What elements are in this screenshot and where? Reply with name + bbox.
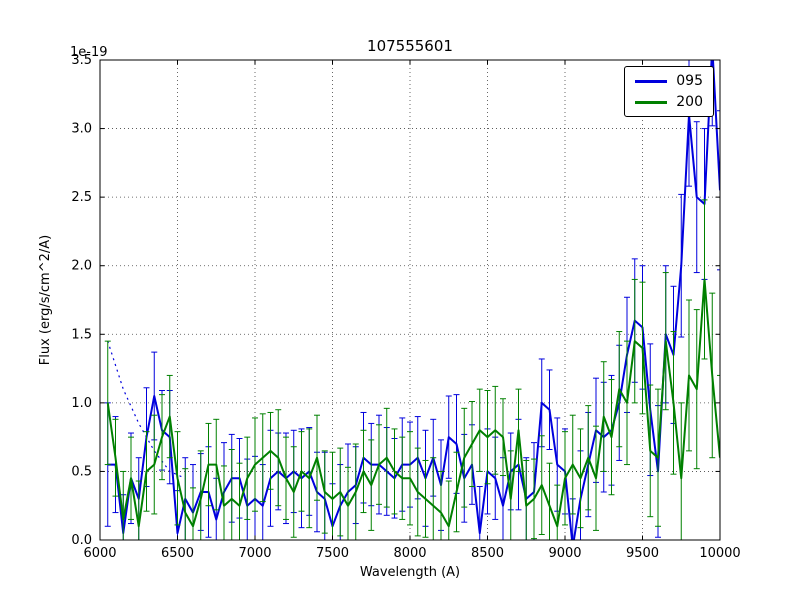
y-tick-label: 2.5 [71,190,92,205]
y-tick-label: 2.0 [71,259,92,274]
legend-label: 200 [676,94,703,110]
legend-entry-095: 095 [635,72,703,90]
x-tick-label: 8500 [471,546,504,561]
legend-line-sample [635,79,668,83]
chart-title: 107555601 [367,37,453,55]
legend: 095 200 [624,66,714,117]
y-tick-label: 1.0 [71,396,92,411]
legend-line-sample [635,100,668,104]
y-axis-label: Flux (erg/s/cm^2/A) [38,234,53,366]
x-tick-label: 7000 [238,546,271,561]
y-tick-label: 0.5 [71,464,92,479]
y-tick-label: 3.5 [71,53,92,68]
y-tick-label: 0.0 [71,533,92,548]
y-axis-offset-label: 1e-19 [70,45,108,60]
x-tick-label: 6500 [161,546,194,561]
x-tick-label: 9000 [548,546,581,561]
x-tick-label: 9500 [626,546,659,561]
x-tick-label: 8000 [393,546,426,561]
x-tick-label: 7500 [316,546,349,561]
y-tick-label: 1.5 [71,327,92,342]
x-tick-label: 10000 [699,546,740,561]
x-axis-label: Wavelength (A) [359,565,461,580]
legend-label: 095 [676,73,703,89]
x-tick-label: 6000 [83,546,116,561]
legend-entry-200: 200 [635,93,703,111]
y-tick-label: 3.0 [71,122,92,137]
